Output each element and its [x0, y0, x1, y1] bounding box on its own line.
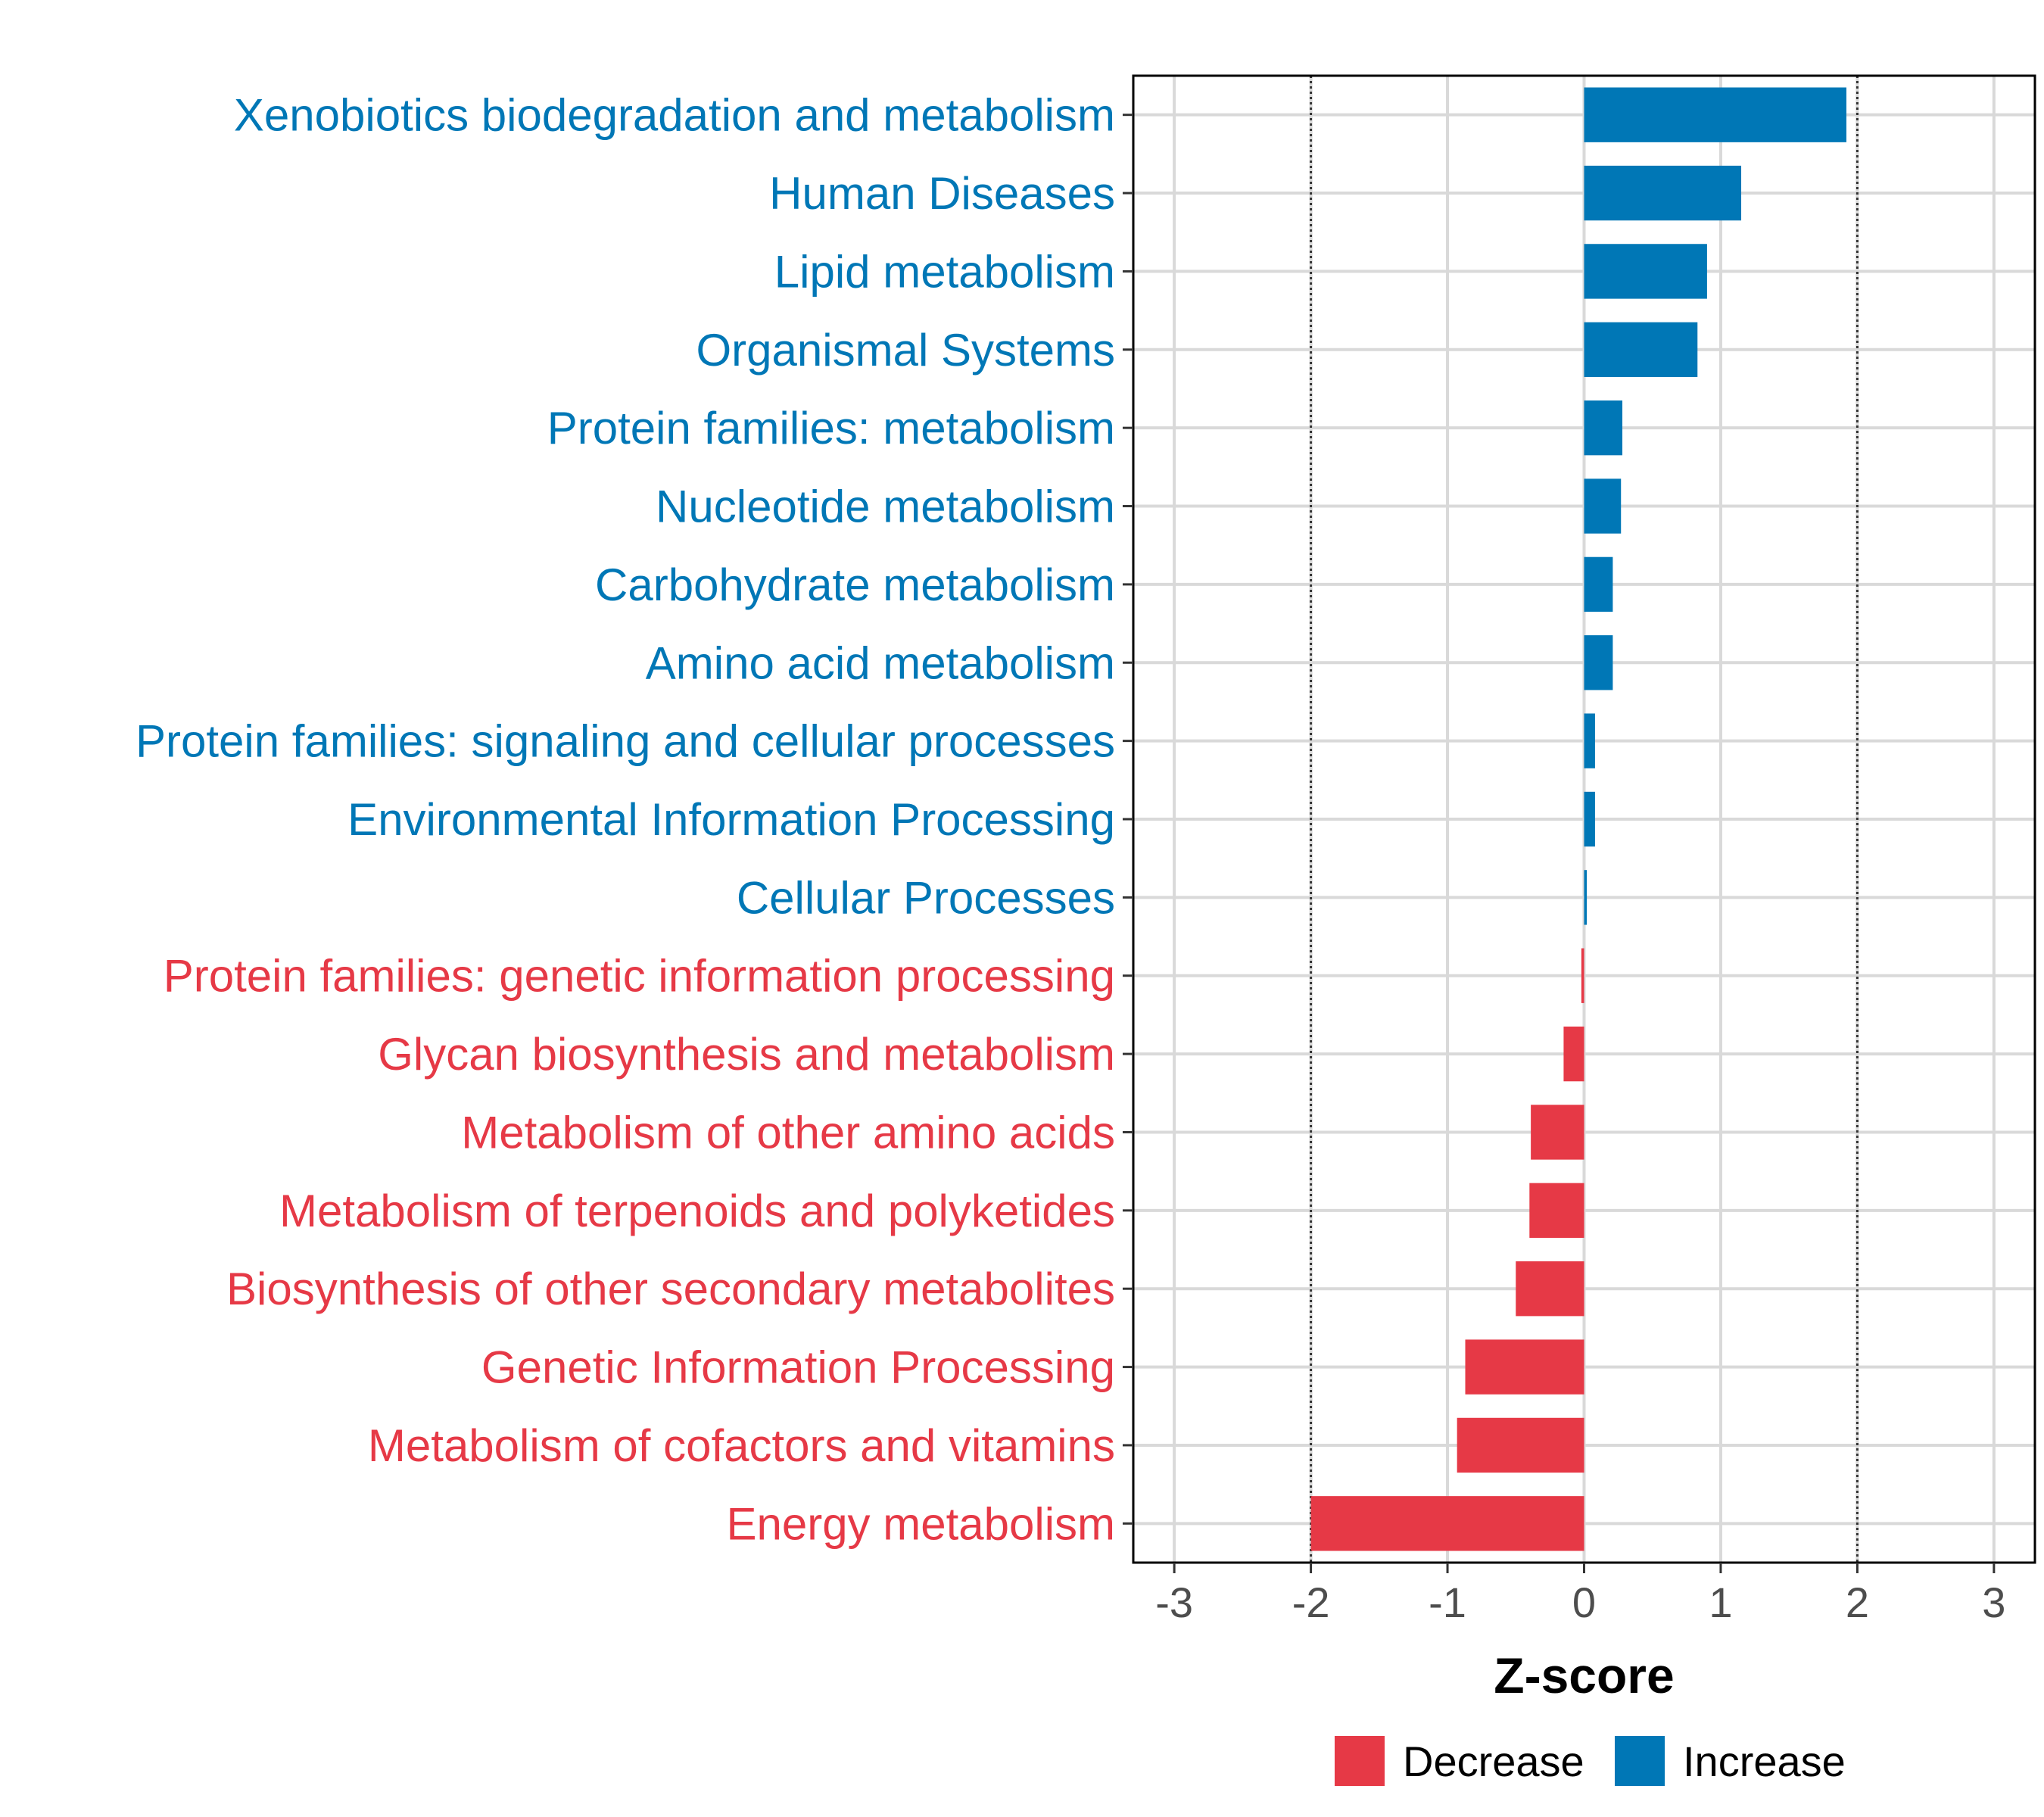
legend: Decrease Increase — [1335, 1736, 1846, 1786]
category-label: Metabolism of terpenoids and polyketides — [279, 1186, 1115, 1236]
bar — [1584, 713, 1595, 768]
category-label: Xenobiotics biodegradation and metabolis… — [234, 90, 1115, 141]
bar — [1457, 1417, 1584, 1473]
x-tick-label: 1 — [1709, 1579, 1732, 1626]
x-tick-label: -1 — [1429, 1579, 1466, 1626]
x-tick-label: -2 — [1292, 1579, 1330, 1626]
category-label: Cellular Processes — [737, 872, 1115, 923]
bar — [1516, 1261, 1584, 1317]
category-label: Metabolism of other amino acids — [461, 1107, 1115, 1158]
legend-swatch — [1615, 1736, 1665, 1786]
bar — [1310, 1496, 1584, 1551]
category-label: Genetic Information Processing — [481, 1342, 1115, 1393]
bar — [1584, 165, 1742, 221]
category-label: Protein families: signaling and cellular… — [136, 716, 1115, 767]
legend-label: Increase — [1683, 1738, 1846, 1785]
x-tick-label: 3 — [1982, 1579, 2005, 1626]
category-label: Protein families: genetic information pr… — [164, 951, 1115, 1002]
category-label: Energy metabolism — [726, 1498, 1115, 1549]
x-tick-label: -3 — [1155, 1579, 1193, 1626]
bar — [1465, 1339, 1584, 1395]
bar — [1584, 87, 1846, 142]
bar — [1581, 948, 1584, 1003]
category-label: Glycan biosynthesis and metabolism — [378, 1029, 1115, 1080]
bar — [1584, 556, 1613, 612]
bar — [1584, 791, 1595, 847]
x-axis-title: Z-score — [1494, 1647, 1674, 1703]
reference-lines — [1310, 76, 1859, 1563]
bar — [1584, 244, 1707, 299]
category-label: Protein families: metabolism — [547, 403, 1115, 453]
category-label: Metabolism of cofactors and vitamins — [368, 1420, 1115, 1471]
bars — [1310, 87, 1846, 1551]
bar — [1584, 478, 1622, 534]
x-tick-label: 0 — [1572, 1579, 1596, 1626]
legend-swatch — [1335, 1736, 1385, 1786]
category-label: Amino acid metabolism — [646, 637, 1115, 688]
bar — [1584, 870, 1588, 925]
category-labels: Xenobiotics biodegradation and metabolis… — [136, 90, 1115, 1550]
category-label: Nucleotide metabolism — [656, 482, 1115, 532]
bar — [1529, 1183, 1584, 1239]
category-label: Lipid metabolism — [774, 246, 1115, 297]
bar — [1563, 1026, 1584, 1082]
bar — [1584, 635, 1613, 690]
category-label: Biosynthesis of other secondary metaboli… — [226, 1264, 1115, 1314]
category-label: Environmental Information Processing — [347, 794, 1115, 845]
category-label: Carbohydrate metabolism — [595, 559, 1115, 610]
category-label: Human Diseases — [769, 168, 1115, 219]
legend-label: Decrease — [1403, 1738, 1584, 1785]
x-axis-ticks: -3 -2 -1 0 1 2 3 — [1155, 1563, 2005, 1626]
bar — [1531, 1105, 1584, 1160]
y-axis-ticks — [1123, 114, 1133, 1525]
bar — [1584, 322, 1698, 377]
category-label: Organismal Systems — [696, 325, 1115, 376]
bar — [1584, 400, 1623, 456]
x-tick-label: 2 — [1846, 1579, 1869, 1626]
